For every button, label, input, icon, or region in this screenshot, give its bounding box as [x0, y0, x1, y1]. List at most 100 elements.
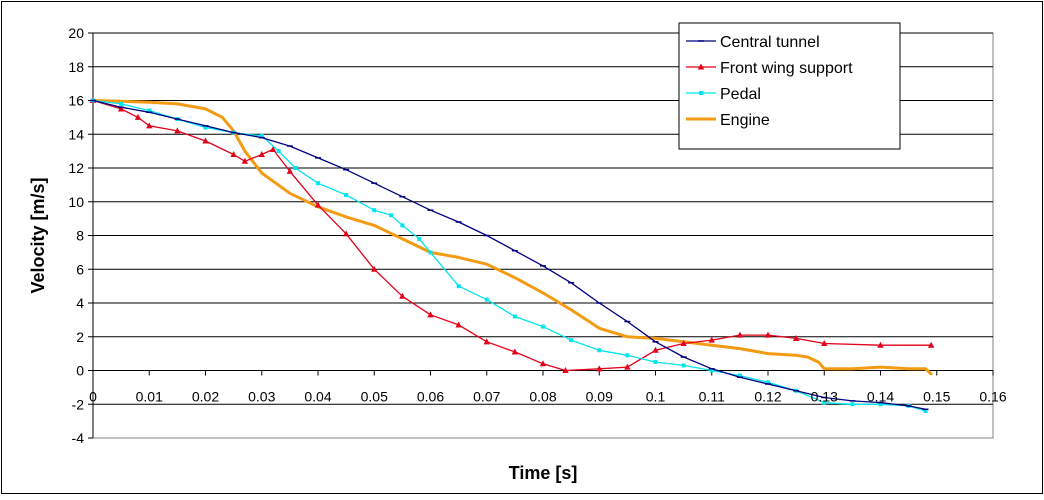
x-tick-label: 0.09 — [586, 389, 613, 405]
x-tick-label: 0.13 — [811, 389, 838, 405]
data-point — [681, 363, 686, 368]
legend-box — [678, 22, 901, 150]
data-point — [737, 373, 742, 378]
data-point — [119, 101, 124, 106]
data-point — [203, 125, 208, 130]
data-point — [699, 91, 703, 95]
legend-item: Pedal — [686, 86, 761, 103]
legend-item: Engine — [686, 112, 770, 129]
data-point — [269, 145, 277, 152]
data-point — [202, 137, 209, 144]
x-tick-label: 0.15 — [923, 389, 950, 405]
data-point — [652, 346, 659, 353]
data-point — [512, 314, 517, 319]
data-point — [569, 338, 574, 343]
x-tick-label: 0 — [89, 389, 97, 405]
data-point — [259, 133, 264, 138]
data-point — [293, 166, 298, 170]
data-point — [258, 151, 265, 157]
series-central-tunnel — [90, 99, 929, 411]
data-point — [624, 363, 631, 370]
y-tick-label: 18 — [68, 59, 84, 75]
legend-label: Central tunnel — [720, 34, 820, 51]
data-point — [147, 108, 152, 113]
y-tick-label: -4 — [72, 430, 85, 446]
data-point — [314, 201, 322, 208]
data-point — [877, 341, 884, 348]
data-point — [483, 338, 490, 345]
x-tick-label: 0.11 — [699, 389, 725, 405]
data-point — [625, 353, 630, 358]
x-tick-label: 0.14 — [867, 389, 894, 405]
legend-label: Front wing support — [720, 60, 853, 77]
y-tick-label: 16 — [68, 93, 84, 109]
x-tick-label: 0.02 — [192, 389, 219, 405]
data-point — [344, 193, 349, 197]
data-point — [766, 380, 770, 385]
series-line — [91, 99, 933, 376]
y-axis-title: Velocity [m/s] — [28, 177, 48, 293]
data-point — [389, 213, 394, 218]
data-point — [596, 365, 603, 372]
data-point — [455, 321, 462, 328]
data-point — [709, 368, 714, 373]
series-line — [92, 99, 927, 412]
x-tick-label: 0.16 — [979, 389, 1006, 405]
data-point — [417, 236, 422, 241]
legend-item: Central tunnel — [686, 34, 820, 51]
data-point — [230, 151, 237, 157]
data-point — [241, 157, 249, 164]
y-tick-label: 14 — [68, 126, 84, 142]
data-point — [680, 340, 687, 346]
data-point — [427, 311, 434, 318]
legend-item: Front wing support — [686, 60, 853, 77]
x-tick-label: 0.04 — [304, 389, 331, 405]
data-point — [697, 63, 705, 70]
y-tick-label: 6 — [76, 261, 84, 277]
y-tick-label: 4 — [76, 295, 84, 311]
data-point — [850, 402, 855, 407]
x-tick-label: 0.12 — [754, 389, 781, 405]
data-point — [511, 348, 519, 355]
data-point — [562, 367, 569, 373]
data-point — [708, 336, 715, 343]
data-point — [597, 348, 602, 353]
series-group — [89, 97, 935, 413]
y-tick-label: 12 — [68, 160, 84, 176]
data-point — [342, 230, 350, 237]
legend-label: Pedal — [720, 86, 761, 103]
x-tick-label: 0.05 — [361, 389, 388, 405]
data-point — [371, 265, 378, 272]
data-point — [821, 340, 828, 346]
y-tick-label: 2 — [76, 329, 84, 345]
data-point — [541, 324, 545, 329]
data-point — [822, 400, 827, 405]
x-tick-label: 0.08 — [529, 389, 556, 405]
data-point — [923, 409, 928, 413]
x-tick-label: 0.03 — [248, 389, 275, 405]
data-point — [174, 127, 181, 134]
x-tick-label: 0.07 — [473, 389, 500, 405]
series-engine — [91, 99, 933, 376]
data-point — [539, 360, 547, 367]
data-point — [484, 297, 489, 302]
legend: Central tunnel Front wing support Pedal Eng… — [678, 22, 901, 150]
y-tick-label: 8 — [76, 228, 84, 244]
data-point — [117, 105, 125, 112]
y-tick-label: -2 — [72, 396, 85, 412]
y-tick-label: 0 — [76, 363, 84, 379]
data-point — [316, 181, 320, 186]
data-point — [878, 402, 883, 407]
x-tick-label: 0.1 — [646, 389, 666, 405]
data-point — [792, 334, 800, 341]
series-front-wing-support — [89, 97, 935, 373]
data-point — [736, 331, 744, 338]
series-line — [92, 99, 932, 372]
y-tick-label: 10 — [68, 194, 84, 210]
x-tick-label: 0.06 — [417, 389, 444, 405]
y-tick-label: 20 — [68, 25, 84, 41]
legend-label: Engine — [720, 112, 770, 129]
